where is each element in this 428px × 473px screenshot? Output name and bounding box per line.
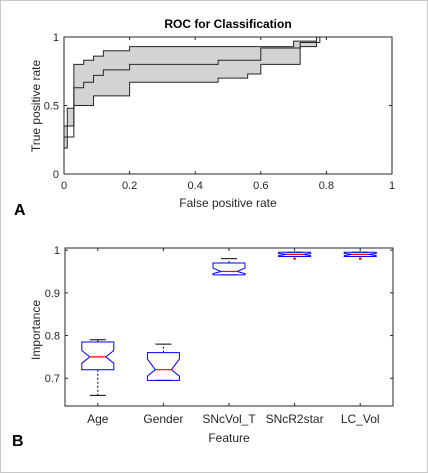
roc-y-axis-label: True positive rate [29,60,43,153]
box-y-tick-label: 0.9 [45,288,60,300]
box-y-axis-label: Importance [29,300,43,360]
box-sncvol-t [212,258,246,276]
panel-label-a: A [14,202,26,219]
box-y-tick-label: 0.8 [45,331,60,343]
box-y-tick-label: 0.7 [45,373,60,385]
notched-box [278,251,312,258]
roc-curve-upper [64,36,392,127]
outlier-point [293,257,296,260]
notched-box [81,341,115,371]
box-plot-area: 0.7 0.8 0.9 1 Age Gender SNcVol_T SNcR2star LC_V… [45,245,394,426]
notched-box [146,352,180,381]
box-category-label: SNcR2star [266,412,324,426]
box-category-label: Age [87,412,109,426]
notched-box [343,251,377,258]
roc-y-tick-label: 0.5 [44,101,59,113]
box-category-label: Gender [143,412,183,426]
box-sncr2star [278,251,312,260]
roc-x-tick-label: 0.6 [253,180,268,192]
box-category-label: SNcVol_T [202,412,256,426]
box-y-tick-label: 1 [54,245,60,257]
roc-x-tick-label: 0.4 [188,180,203,192]
box-lc-vol [343,251,377,260]
box-age [81,339,115,396]
roc-title: ROC for Classification [164,17,291,31]
roc-curve-mean [64,36,392,138]
box-x-axis-label: Feature [208,431,250,445]
roc-x-tick-label: 0.2 [122,180,137,192]
roc-x-tick-label: 0 [61,180,67,192]
roc-y-tick-label: 0 [53,169,59,181]
roc-x-tick-label: 1 [389,180,395,192]
roc-x-axis-label: False positive rate [179,196,277,210]
roc-plot-area: 0 0.2 0.4 0.6 0.8 1 0 0.5 1 [44,32,395,192]
importance-panel: 0.7 0.8 0.9 1 Age Gender SNcVol_T SNcR2star LC_V… [12,245,394,450]
box-category-label: LC_Vol [341,412,380,426]
panel-label-b: B [12,433,24,450]
roc-y-tick-label: 1 [53,32,59,44]
notched-box [212,262,246,276]
roc-x-tick-label: 0.8 [319,180,334,192]
box-axes-box [64,247,394,407]
roc-curve-lower [64,36,392,149]
box-gender [146,343,180,381]
roc-panel: ROC for Classification 0 0.2 0.4 0.6 0.8 1 0 0.… [14,17,395,219]
outlier-point [358,257,362,260]
